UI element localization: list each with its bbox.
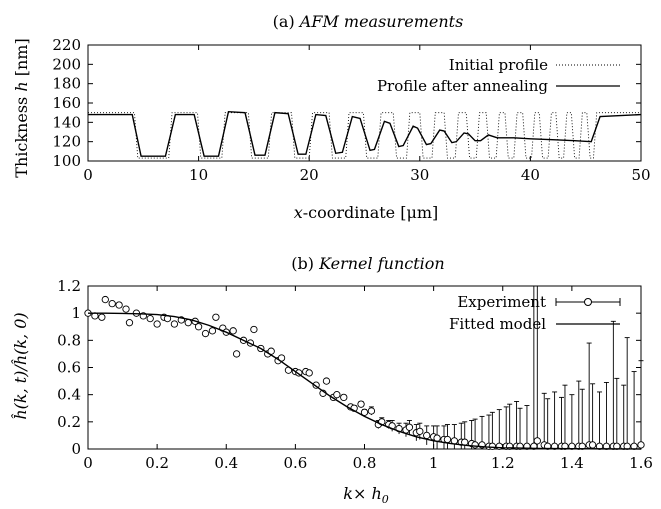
- experiment-point: [125, 319, 134, 327]
- experiment-point: [201, 329, 210, 338]
- x-tick-label: 1.4: [560, 454, 584, 472]
- series-profile-after-annealing: [88, 110, 642, 157]
- experiment-point: [212, 313, 220, 321]
- plot-frame: [87, 44, 642, 162]
- experiment-point: [588, 441, 597, 449]
- x-tick-label: 1: [429, 454, 439, 472]
- experiment-point: [471, 441, 479, 449]
- legend-initial-profile: Initial profile: [449, 56, 548, 74]
- y-tick-label: 180: [52, 75, 81, 93]
- x-tick-label: 1.2: [491, 454, 515, 472]
- x-tick-label: 0: [83, 454, 93, 472]
- panel-b-legend: Experiment Fitted model: [449, 293, 621, 333]
- x-tick-label: 0: [83, 166, 93, 184]
- experiment-point: [495, 442, 503, 450]
- experiment-point: [98, 313, 106, 321]
- experiment-point: [229, 327, 237, 335]
- experiment-point: [637, 441, 645, 449]
- panel-a-ylabel: Thickness h [nm]: [12, 38, 31, 177]
- panel-a-legend: Initial profile Profile after annealing: [377, 56, 620, 95]
- legend-profile-after-annealing: Profile after annealing: [377, 77, 548, 95]
- x-tick-label: 0.4: [214, 454, 238, 472]
- y-tick-label: 0.4: [57, 386, 81, 404]
- x-tick-label: 50: [631, 166, 650, 184]
- panel-a-xlabel: x-coordinate [μm]: [294, 203, 439, 222]
- experiment-point: [184, 319, 192, 327]
- panel-b-xlabel: k× h0: [343, 484, 389, 506]
- y-tick-label: 120: [52, 133, 81, 151]
- experiment-point: [357, 400, 365, 408]
- y-tick-label: 200: [52, 55, 81, 73]
- panel-b-kernel: (b) Kernel function 0 0.2 0.4 0.6 0.8 1 1.2 1.4…: [10, 254, 653, 506]
- x-tick-label: 40: [521, 166, 540, 184]
- panel-a-title: (a) AFM measurements: [273, 12, 464, 31]
- experiment-point: [443, 435, 452, 444]
- experiment-point: [115, 301, 123, 309]
- experiment-point: [250, 325, 258, 334]
- panel-b-series: [84, 285, 645, 450]
- series-fitted-model: [88, 312, 642, 450]
- panel-b-title: (b) Kernel function: [291, 254, 444, 273]
- x-tick-label: 0.6: [283, 454, 307, 472]
- legend-experiment-marker: [584, 298, 592, 306]
- legend-fitted-model: Fitted model: [449, 315, 546, 333]
- experiment-point: [340, 393, 348, 402]
- experiment-point: [170, 320, 179, 328]
- experiment-point: [153, 320, 161, 328]
- x-tick-label: 1.6: [629, 454, 653, 472]
- experiment-point: [122, 305, 130, 313]
- y-tick-label: 0.6: [57, 359, 81, 377]
- experiment-point: [101, 295, 109, 304]
- experiment-point: [194, 323, 203, 331]
- experiment-point: [405, 423, 414, 431]
- x-tick-label: 30: [410, 166, 429, 184]
- panel-a-series: [88, 110, 642, 159]
- y-tick-label: 0: [71, 440, 81, 458]
- y-tick-label: 0.2: [57, 413, 81, 431]
- y-tick-label: 100: [52, 152, 81, 170]
- experiment-point: [208, 327, 217, 335]
- experiment-point: [423, 431, 431, 440]
- experiment-point: [488, 442, 497, 450]
- plot-frame: [87, 285, 642, 450]
- y-tick-label: 140: [52, 113, 81, 131]
- experiment-point: [568, 442, 576, 450]
- y-tick-label: 220: [52, 36, 81, 54]
- experiment-point: [367, 407, 376, 415]
- experiment-point: [232, 350, 241, 358]
- y-tick-label: 1: [71, 304, 81, 322]
- legend-experiment: Experiment: [457, 293, 546, 311]
- y-tick-label: 1.2: [57, 277, 81, 295]
- x-tick-label: 20: [300, 166, 319, 184]
- experiment-point: [561, 442, 569, 450]
- x-tick-label: 0.8: [353, 454, 377, 472]
- experiment-point: [146, 314, 154, 323]
- panel-b-ylabel: ĥ(k, t)/ĥ(k, 0): [10, 312, 30, 419]
- experiment-point: [322, 377, 331, 385]
- y-tick-label: 160: [52, 94, 81, 112]
- experiment-point: [305, 369, 313, 377]
- panel-b-axes: 0 0.2 0.4 0.6 0.8 1 1.2 1.4 1.6 0 0.2 0.4 0.6 0.8 1 1.2: [57, 277, 653, 472]
- experiment-point: [578, 442, 586, 450]
- experiment-point: [416, 427, 424, 435]
- experiment-point: [108, 300, 116, 308]
- x-tick-label: 0.2: [145, 454, 169, 472]
- experiment-point: [360, 408, 369, 416]
- x-tick-label: 10: [189, 166, 208, 184]
- y-tick-label: 0.8: [57, 331, 81, 349]
- experiment-point: [533, 437, 541, 445]
- experiment-point: [333, 391, 341, 399]
